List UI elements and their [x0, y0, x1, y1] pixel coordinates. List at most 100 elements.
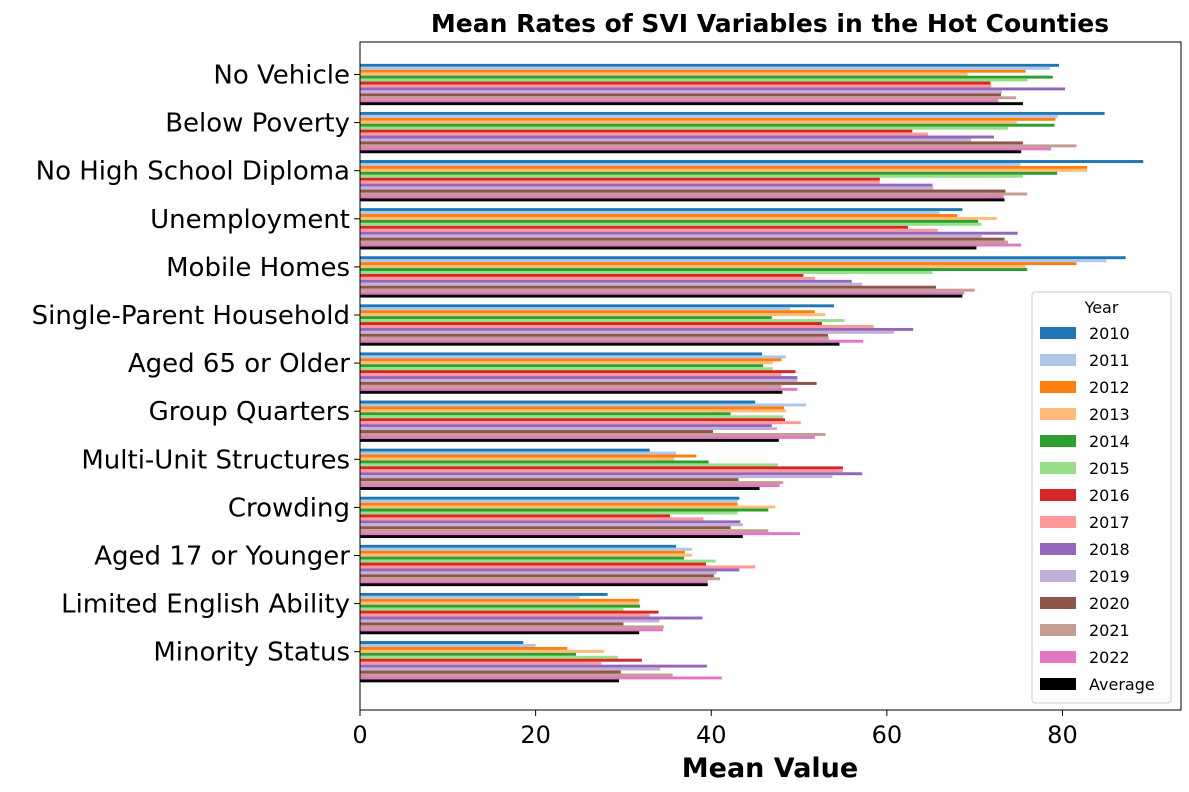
bar-average-2 [360, 198, 1005, 202]
bar-2011-8 [360, 451, 677, 455]
bar-2015-5 [360, 319, 845, 323]
bar-2013-5 [360, 313, 826, 317]
legend-swatch [1040, 570, 1076, 582]
legend-swatch [1040, 597, 1076, 609]
legend-swatch [1040, 435, 1076, 447]
bar-average-5 [360, 342, 840, 346]
legend-label: 2021 [1089, 621, 1130, 640]
bar-2019-10 [360, 571, 717, 575]
bar-2020-3 [360, 237, 1005, 241]
category-label: Limited English Ability [61, 590, 350, 620]
legend-label: 2011 [1089, 351, 1130, 370]
bar-2021-1 [360, 144, 1077, 148]
bar-2011-5 [360, 307, 791, 311]
bar-2020-0 [360, 93, 1001, 97]
bar-average-12 [360, 679, 620, 683]
bar-2017-7 [360, 421, 801, 425]
bar-2022-6 [360, 387, 798, 391]
bar-2013-1 [360, 120, 1017, 124]
legend-swatch [1040, 462, 1076, 474]
bar-2011-2 [360, 163, 1021, 166]
legend-label: 2018 [1089, 540, 1130, 559]
category-label: Aged 17 or Younger [94, 542, 350, 572]
bar-2015-4 [360, 271, 933, 274]
bar-2018-1 [360, 135, 994, 139]
bar-2020-1 [360, 141, 1023, 145]
bar-2012-12 [360, 646, 568, 650]
category-label: Crowding [228, 493, 350, 523]
legend-label: 2017 [1089, 513, 1130, 532]
bar-2011-3 [360, 211, 940, 215]
legend-swatch [1040, 624, 1076, 636]
bar-2010-4 [360, 256, 1126, 260]
bar-2021-2 [360, 192, 1028, 196]
category-label: Minority Status [153, 638, 350, 668]
bar-2018-5 [360, 327, 914, 331]
bar-2014-2 [360, 171, 1058, 175]
bar-2016-3 [360, 225, 908, 229]
legend-label: 2013 [1089, 405, 1130, 424]
bar-2016-1 [360, 129, 913, 133]
bars-layer [360, 63, 1144, 683]
bar-2016-2 [360, 177, 880, 181]
bar-2012-10 [360, 550, 685, 554]
chart-title: Mean Rates of SVI Variables in the Hot C… [431, 9, 1109, 38]
bar-2018-3 [360, 231, 1018, 235]
legend-swatch [1040, 327, 1076, 339]
bar-2015-11 [360, 607, 624, 611]
bar-2010-12 [360, 641, 524, 644]
bar-2013-2 [360, 168, 1088, 172]
legend-label: 2012 [1089, 378, 1130, 397]
bar-2019-11 [360, 619, 660, 623]
bar-2017-10 [360, 565, 756, 569]
bar-2021-11 [360, 625, 664, 629]
bar-2019-7 [360, 427, 778, 431]
bar-2013-3 [360, 217, 997, 220]
bar-2020-5 [360, 333, 829, 337]
bar-average-8 [360, 487, 760, 490]
bar-2014-5 [360, 316, 772, 320]
bar-2018-0 [360, 87, 1066, 91]
bar-2011-9 [360, 499, 738, 503]
bar-2019-9 [360, 523, 743, 527]
bar-2011-1 [360, 114, 1059, 118]
bar-2019-0 [360, 90, 1002, 94]
bar-2015-12 [360, 655, 619, 659]
bar-2012-0 [360, 69, 1026, 73]
plot-frame [359, 41, 1182, 711]
x-tick-label: 0 [352, 721, 367, 749]
legend-items: 2010 2011 2012 2013 2014 2015 2016 2017 2018 2019… [1040, 324, 1155, 694]
x-axis-label: Mean Value [682, 753, 858, 784]
bar-2016-12 [360, 658, 642, 662]
bar-2010-3 [360, 208, 963, 212]
bar-2021-12 [360, 673, 673, 677]
bar-2022-0 [360, 99, 999, 103]
bar-2014-3 [360, 219, 979, 223]
bar-2019-4 [360, 282, 863, 286]
bar-2012-7 [360, 406, 785, 410]
bar-2020-9 [360, 526, 731, 530]
bar-2012-1 [360, 117, 1056, 121]
legend-label: 2019 [1089, 567, 1130, 586]
bar-2013-10 [360, 553, 692, 557]
bar-2014-4 [360, 268, 1028, 271]
bar-2012-9 [360, 502, 738, 506]
bar-2020-2 [360, 189, 1006, 193]
bar-2017-6 [360, 373, 782, 377]
bar-2022-9 [360, 532, 800, 536]
bar-2010-11 [360, 592, 608, 596]
bar-2017-12 [360, 661, 602, 665]
category-label: No Vehicle [213, 61, 350, 91]
legend-swatch [1040, 354, 1076, 366]
bar-2021-3 [360, 240, 1009, 244]
bar-2016-10 [360, 562, 706, 566]
x-tick-label: 80 [1047, 721, 1078, 749]
bar-2012-5 [360, 310, 815, 314]
x-tick-label: 40 [696, 721, 727, 749]
bar-2010-6 [360, 352, 763, 356]
category-label: Unemployment [150, 205, 350, 235]
x-tick-label: 20 [520, 721, 551, 749]
bar-2012-2 [360, 165, 1088, 169]
legend-label: 2020 [1089, 594, 1130, 613]
bar-average-10 [360, 583, 708, 587]
